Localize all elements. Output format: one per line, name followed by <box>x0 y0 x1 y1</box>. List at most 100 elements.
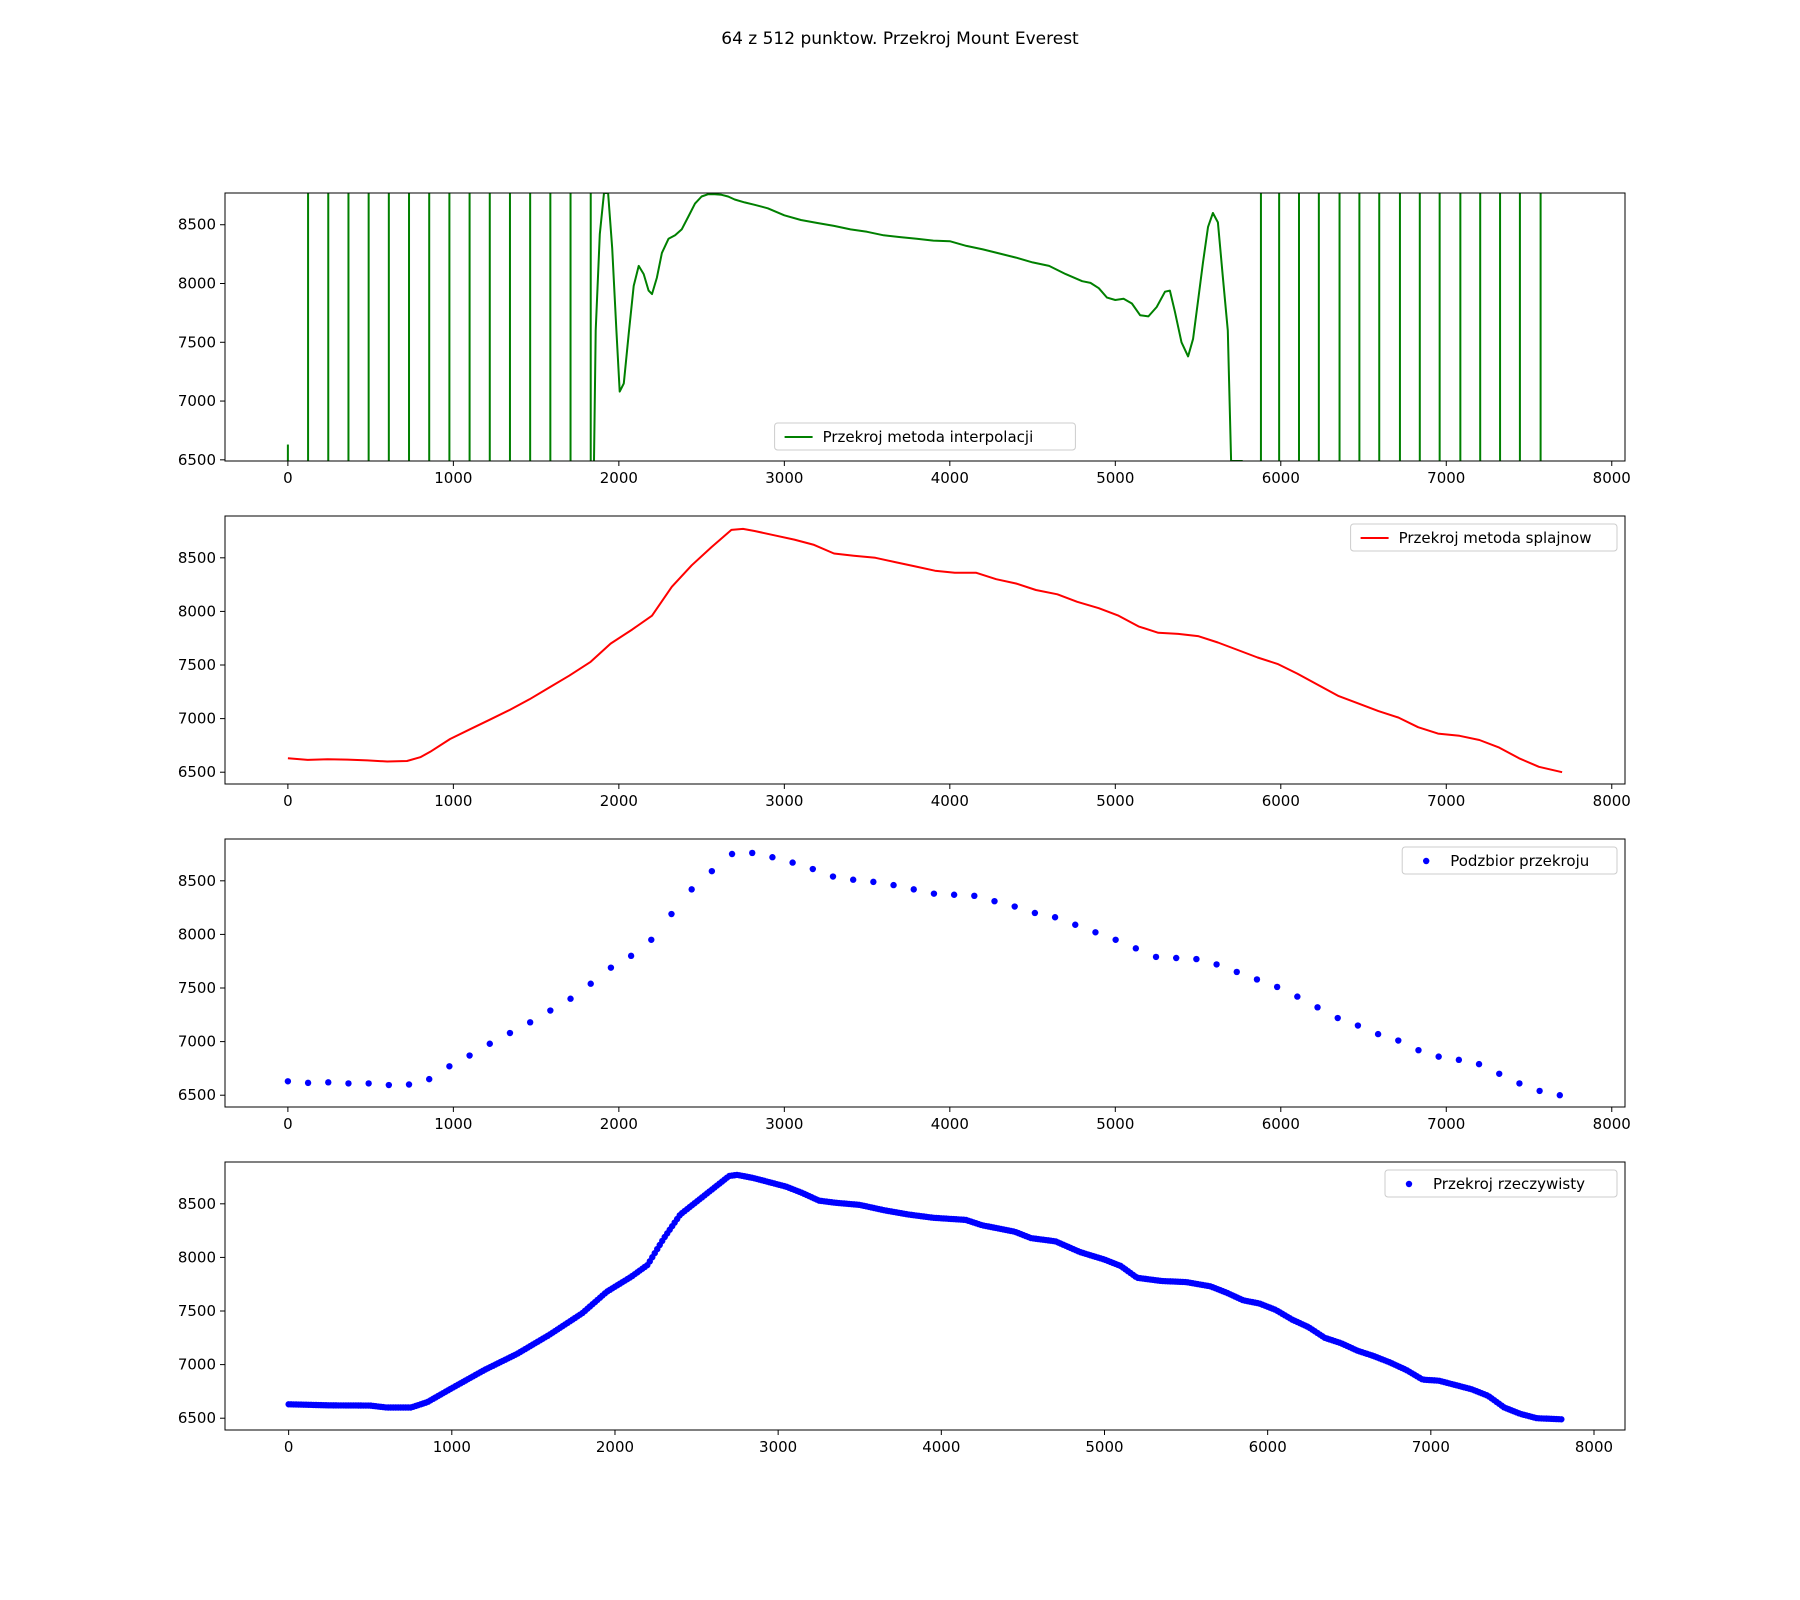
data-point <box>1031 909 1039 917</box>
x-tick-label: 0 <box>283 792 293 810</box>
data-point <box>648 936 655 943</box>
data-point <box>365 1080 372 1087</box>
legend-label: Przekroj rzeczywisty <box>1433 1175 1585 1193</box>
x-tick-label: 7000 <box>1412 1438 1450 1456</box>
data-point <box>304 1079 312 1087</box>
data-point <box>1092 929 1099 936</box>
data-point <box>950 891 958 898</box>
x-tick-label: 1000 <box>434 1115 472 1133</box>
legend: Przekroj rzeczywisty <box>1384 1169 1618 1198</box>
y-tick-label: 7000 <box>178 710 216 728</box>
data-point <box>1273 983 1281 991</box>
data-point <box>1072 921 1079 928</box>
series-line <box>593 193 1243 461</box>
data-point <box>1294 993 1301 1000</box>
x-tick-label: 8000 <box>1593 792 1631 810</box>
y-tick-label: 7000 <box>178 392 216 410</box>
data-point <box>426 1075 433 1083</box>
axes-frame <box>224 192 1626 462</box>
data-point <box>506 1029 514 1037</box>
y-tick-label: 7000 <box>178 1356 216 1374</box>
legend-box <box>1384 1169 1618 1198</box>
data-point <box>1455 1056 1463 1064</box>
legend: Przekroj metoda interpolacji <box>774 422 1076 451</box>
series-line <box>287 527 1563 774</box>
x-tick-label: 5000 <box>1096 469 1134 487</box>
y-tick-label: 7000 <box>178 1033 216 1051</box>
data-point <box>1173 954 1180 962</box>
data-point <box>1193 955 1200 963</box>
legend-label: Przekroj metoda interpolacji <box>823 428 1034 446</box>
data-point <box>1536 1087 1543 1095</box>
y-tick-label: 8000 <box>178 275 216 293</box>
data-point <box>1374 1030 1382 1038</box>
data-point <box>1475 1060 1483 1068</box>
x-tick-label: 6000 <box>1249 1438 1287 1456</box>
data-point <box>829 873 837 880</box>
data-point <box>849 876 857 883</box>
data-point <box>1253 976 1261 983</box>
legend-marker-icon <box>1405 1180 1413 1188</box>
plot-area <box>287 527 1563 774</box>
x-tick-label: 5000 <box>1096 1115 1134 1133</box>
data-point <box>708 867 716 875</box>
x-tick-label: 1000 <box>433 1438 471 1456</box>
data-point <box>1334 1014 1341 1022</box>
data-point <box>890 881 897 889</box>
axes-frame <box>224 515 1626 785</box>
data-point <box>1516 1080 1523 1087</box>
legend-label: Przekroj metoda splajnow <box>1399 529 1592 547</box>
data-point <box>1354 1022 1362 1029</box>
data-point <box>1556 1092 1563 1099</box>
axes-frame <box>224 1161 1626 1431</box>
data-point <box>547 1007 554 1014</box>
y-tick-label: 8500 <box>178 216 216 234</box>
y-tick-label: 8000 <box>178 602 216 620</box>
x-tick-label: 2000 <box>600 792 638 810</box>
data-point <box>1051 914 1059 921</box>
x-tick-label: 4000 <box>922 1438 960 1456</box>
data-point <box>567 995 574 1002</box>
data-point <box>405 1081 413 1088</box>
subplot-3: 0 1000 2000 3000 4000 5000 6000 7000 8000 6500 700… <box>178 838 1631 1133</box>
data-point <box>971 892 978 900</box>
legend: Podzbior przekroju <box>1401 846 1618 875</box>
x-tick-label: 5000 <box>1085 1438 1123 1456</box>
x-tick-label: 3000 <box>759 1438 797 1456</box>
y-tick-label: 6500 <box>178 1409 216 1427</box>
data-point <box>627 952 635 960</box>
x-tick-label: 4000 <box>931 792 969 810</box>
data-point <box>325 1079 332 1086</box>
y-tick-label: 8000 <box>178 925 216 943</box>
data-point <box>1314 1004 1321 1011</box>
y-tick-label: 6500 <box>178 1086 216 1104</box>
data-point <box>1152 953 1160 961</box>
x-tick-label: 7000 <box>1427 792 1465 810</box>
data-point <box>1558 1416 1565 1423</box>
data-point <box>284 1078 292 1085</box>
data-point <box>749 849 756 857</box>
data-point <box>870 878 877 886</box>
y-tick-label: 7500 <box>178 656 216 674</box>
x-tick-label: 6000 <box>1262 1115 1300 1133</box>
x-tick-label: 1000 <box>434 469 472 487</box>
x-tick-label: 2000 <box>600 469 638 487</box>
x-tick-label: 8000 <box>1575 1438 1613 1456</box>
legend-marker-icon <box>1423 857 1430 865</box>
data-point <box>1112 936 1119 943</box>
y-tick-label: 7500 <box>178 1302 216 1320</box>
y-tick-label: 7500 <box>178 979 216 997</box>
x-tick-label: 0 <box>283 1115 293 1133</box>
data-point <box>446 1063 453 1070</box>
x-tick-label: 1000 <box>434 792 472 810</box>
legend-label: Podzbior przekroju <box>1450 852 1589 870</box>
data-point <box>385 1081 393 1089</box>
legend-box <box>1401 846 1618 875</box>
data-point <box>526 1019 534 1026</box>
x-tick-label: 4000 <box>931 1115 969 1133</box>
x-tick-label: 0 <box>284 1438 294 1456</box>
data-point <box>1496 1070 1503 1077</box>
x-tick-label: 8000 <box>1593 1115 1631 1133</box>
subplot-4: 0 1000 2000 3000 4000 5000 6000 7000 8000 6500 700… <box>178 1161 1626 1456</box>
data-point <box>587 980 594 987</box>
